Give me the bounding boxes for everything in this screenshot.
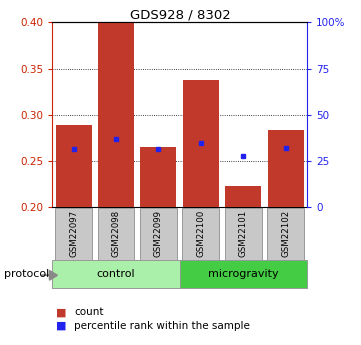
- FancyBboxPatch shape: [97, 208, 134, 260]
- Text: microgravity: microgravity: [208, 269, 279, 279]
- FancyBboxPatch shape: [267, 208, 304, 260]
- Text: count: count: [74, 307, 104, 317]
- FancyBboxPatch shape: [140, 208, 177, 260]
- Text: control: control: [97, 269, 135, 279]
- Text: GSM22101: GSM22101: [239, 210, 248, 257]
- Text: GSM22102: GSM22102: [281, 210, 290, 257]
- Text: GSM22098: GSM22098: [112, 210, 121, 257]
- Bar: [56, 125, 92, 207]
- Text: GSM22100: GSM22100: [196, 210, 205, 257]
- Text: ■: ■: [56, 321, 66, 331]
- Bar: [140, 147, 177, 207]
- Text: GDS928 / 8302: GDS928 / 8302: [130, 9, 231, 22]
- Bar: [268, 130, 304, 207]
- Bar: [98, 22, 134, 207]
- Text: GSM22099: GSM22099: [154, 210, 163, 257]
- Text: percentile rank within the sample: percentile rank within the sample: [74, 321, 250, 331]
- FancyBboxPatch shape: [182, 208, 219, 260]
- Text: GSM22097: GSM22097: [69, 210, 78, 257]
- FancyBboxPatch shape: [225, 208, 262, 260]
- FancyBboxPatch shape: [179, 260, 307, 288]
- Bar: [183, 80, 219, 207]
- FancyBboxPatch shape: [55, 208, 92, 260]
- Bar: [225, 186, 261, 207]
- FancyBboxPatch shape: [52, 260, 179, 288]
- Text: protocol: protocol: [4, 269, 49, 279]
- Text: ■: ■: [56, 307, 66, 317]
